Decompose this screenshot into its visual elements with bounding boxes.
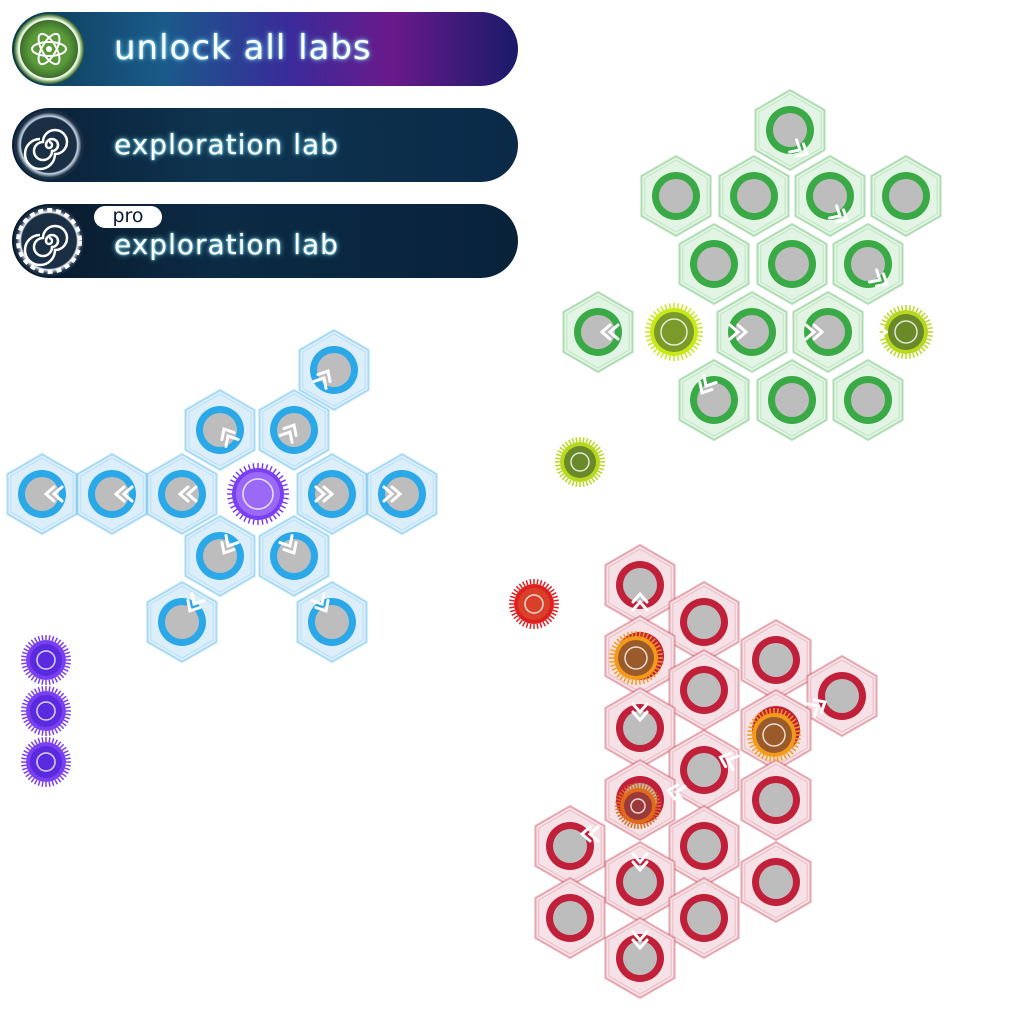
purple-piece[interactable] [21, 686, 71, 736]
arrow-up-right-icon [312, 369, 332, 390]
red-cell[interactable] [604, 840, 676, 924]
arrow-left-icon [665, 783, 687, 802]
arrow-right-icon [868, 323, 889, 341]
arrow-down-icon [631, 852, 649, 873]
arrow-right-icon [804, 323, 825, 341]
red-cell[interactable] [740, 758, 812, 842]
arrow-up-left-icon [220, 427, 240, 448]
green-cell[interactable] [678, 222, 750, 306]
green-core-piece[interactable] [645, 303, 703, 361]
arrow-down-left-icon [220, 534, 240, 555]
blue-cell[interactable] [6, 452, 78, 536]
arrow-left-icon [177, 485, 198, 503]
pro-badge: pro [94, 206, 162, 228]
banner-background [12, 12, 518, 86]
red-cell[interactable] [534, 804, 606, 888]
arrow-down-right-icon [828, 204, 849, 224]
blue-cell[interactable] [184, 514, 256, 598]
green-cell[interactable] [832, 222, 904, 306]
green-cell[interactable] [640, 154, 712, 238]
arrow-up-icon [631, 591, 649, 612]
spiral-gear-icon [14, 206, 84, 276]
green-cell[interactable] [756, 358, 828, 442]
blue-cell[interactable] [258, 514, 330, 598]
green-cell[interactable] [832, 358, 904, 442]
blue-cell[interactable] [296, 580, 368, 664]
arrow-down-right-icon [868, 268, 889, 288]
arrow-right-icon [728, 323, 749, 341]
arrow-left-icon [599, 323, 620, 341]
arrow-up-right-icon [278, 423, 298, 444]
pro-exploration-lab-label: exploration lab [114, 228, 339, 261]
red-cell[interactable] [668, 648, 740, 732]
green-arrow-piece[interactable] [879, 305, 933, 359]
arrow-left-icon [113, 485, 134, 503]
green-cell[interactable] [678, 358, 750, 442]
red-cell[interactable] [604, 916, 676, 1000]
red-side-piece[interactable] [509, 579, 559, 629]
green-cell[interactable] [716, 290, 788, 374]
arrow-down-left-icon [698, 374, 718, 395]
green-cell[interactable] [870, 154, 942, 238]
red-cell[interactable] [740, 618, 812, 702]
banner-background [12, 108, 518, 182]
arrow-left-icon [579, 825, 600, 843]
red-cell[interactable] [668, 580, 740, 664]
arrow-right-icon [382, 485, 403, 503]
unlock-all-labs-label: unlock all labs [114, 28, 372, 68]
arrow-left-icon [43, 485, 64, 503]
blue-cell[interactable] [76, 452, 148, 536]
red-cell[interactable] [668, 804, 740, 888]
arrow-down-left-icon [186, 592, 206, 613]
purple-piece[interactable] [21, 737, 71, 787]
arrow-down-icon [631, 702, 649, 723]
arrow-down-right-icon [788, 138, 809, 158]
unlock-all-labs-button[interactable]: unlock all labs [12, 12, 518, 86]
red-core-piece[interactable] [609, 631, 663, 685]
arrow-down-right-icon [310, 592, 330, 613]
green-cell[interactable] [754, 88, 826, 172]
red-cell[interactable] [604, 543, 676, 627]
red-cell[interactable] [534, 876, 606, 960]
green-cell[interactable] [794, 154, 866, 238]
arrow-up-right-icon [806, 698, 827, 718]
spiral-icon [14, 110, 84, 180]
purple-piece[interactable] [21, 635, 71, 685]
red-cell[interactable] [740, 840, 812, 924]
arrow-down-right-icon [278, 534, 298, 555]
green-cell[interactable] [756, 222, 828, 306]
blue-cell[interactable] [184, 388, 256, 472]
red-spark-piece[interactable] [615, 783, 661, 829]
exploration-lab-label: exploration lab [114, 128, 339, 161]
arrow-down-icon [631, 930, 649, 951]
pro-exploration-lab-button[interactable]: pro exploration lab [12, 204, 518, 278]
red-cell[interactable] [668, 876, 740, 960]
arrow-right-icon [314, 485, 335, 503]
red-cell[interactable] [604, 686, 676, 770]
arrow-left-icon [718, 751, 740, 771]
green-cell[interactable] [792, 290, 864, 374]
green-side-piece[interactable] [555, 437, 605, 487]
blue-cell[interactable] [146, 580, 218, 664]
exploration-lab-button[interactable]: exploration lab [12, 108, 518, 182]
red-cell[interactable] [806, 654, 878, 738]
green-cell[interactable] [562, 290, 634, 374]
green-cell[interactable] [718, 154, 790, 238]
blue-core-piece[interactable] [227, 463, 289, 525]
red-core-piece[interactable] [747, 708, 801, 762]
atom-icon [14, 14, 84, 84]
